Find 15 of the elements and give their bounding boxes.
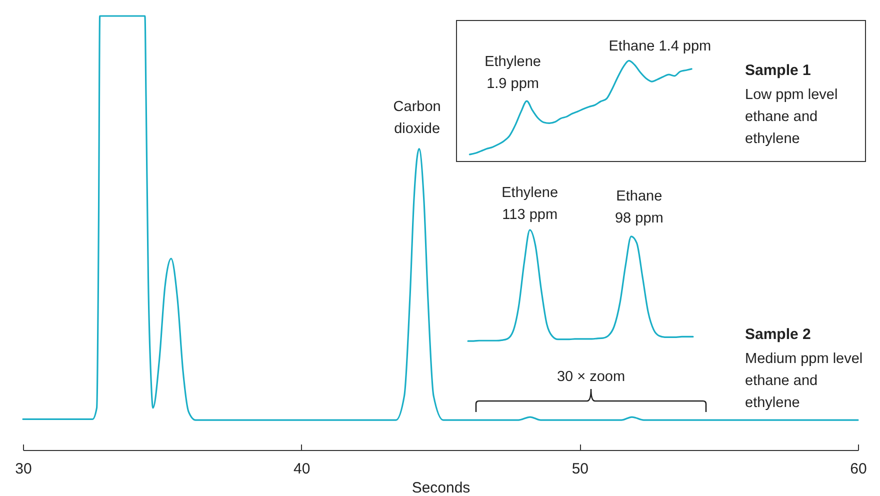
x-tick-label: 40 <box>293 460 310 478</box>
text: Sample 1 <box>745 62 811 79</box>
annotation: 30 × zoom <box>556 369 626 385</box>
x-tick-label: 50 <box>572 460 589 478</box>
annotation: Carbon dioxide <box>393 98 441 137</box>
x-axis-title: Seconds <box>412 480 470 496</box>
x-tick-label: 30 <box>15 460 32 478</box>
x-tick-label: 60 <box>850 460 867 478</box>
annotation: Ethylene 113 ppm <box>502 184 558 223</box>
text: Sample 2 <box>745 326 811 343</box>
annotation: Ethane 98 ppm <box>614 188 664 226</box>
annotation: Ethane 1.4 ppm <box>608 38 712 55</box>
annotation: Low ppm level ethane and ethylene <box>745 87 838 147</box>
annotation: Ethylene 1.9 ppm <box>484 54 541 92</box>
annotation: Medium ppm level ethane and ethylene <box>745 351 863 411</box>
